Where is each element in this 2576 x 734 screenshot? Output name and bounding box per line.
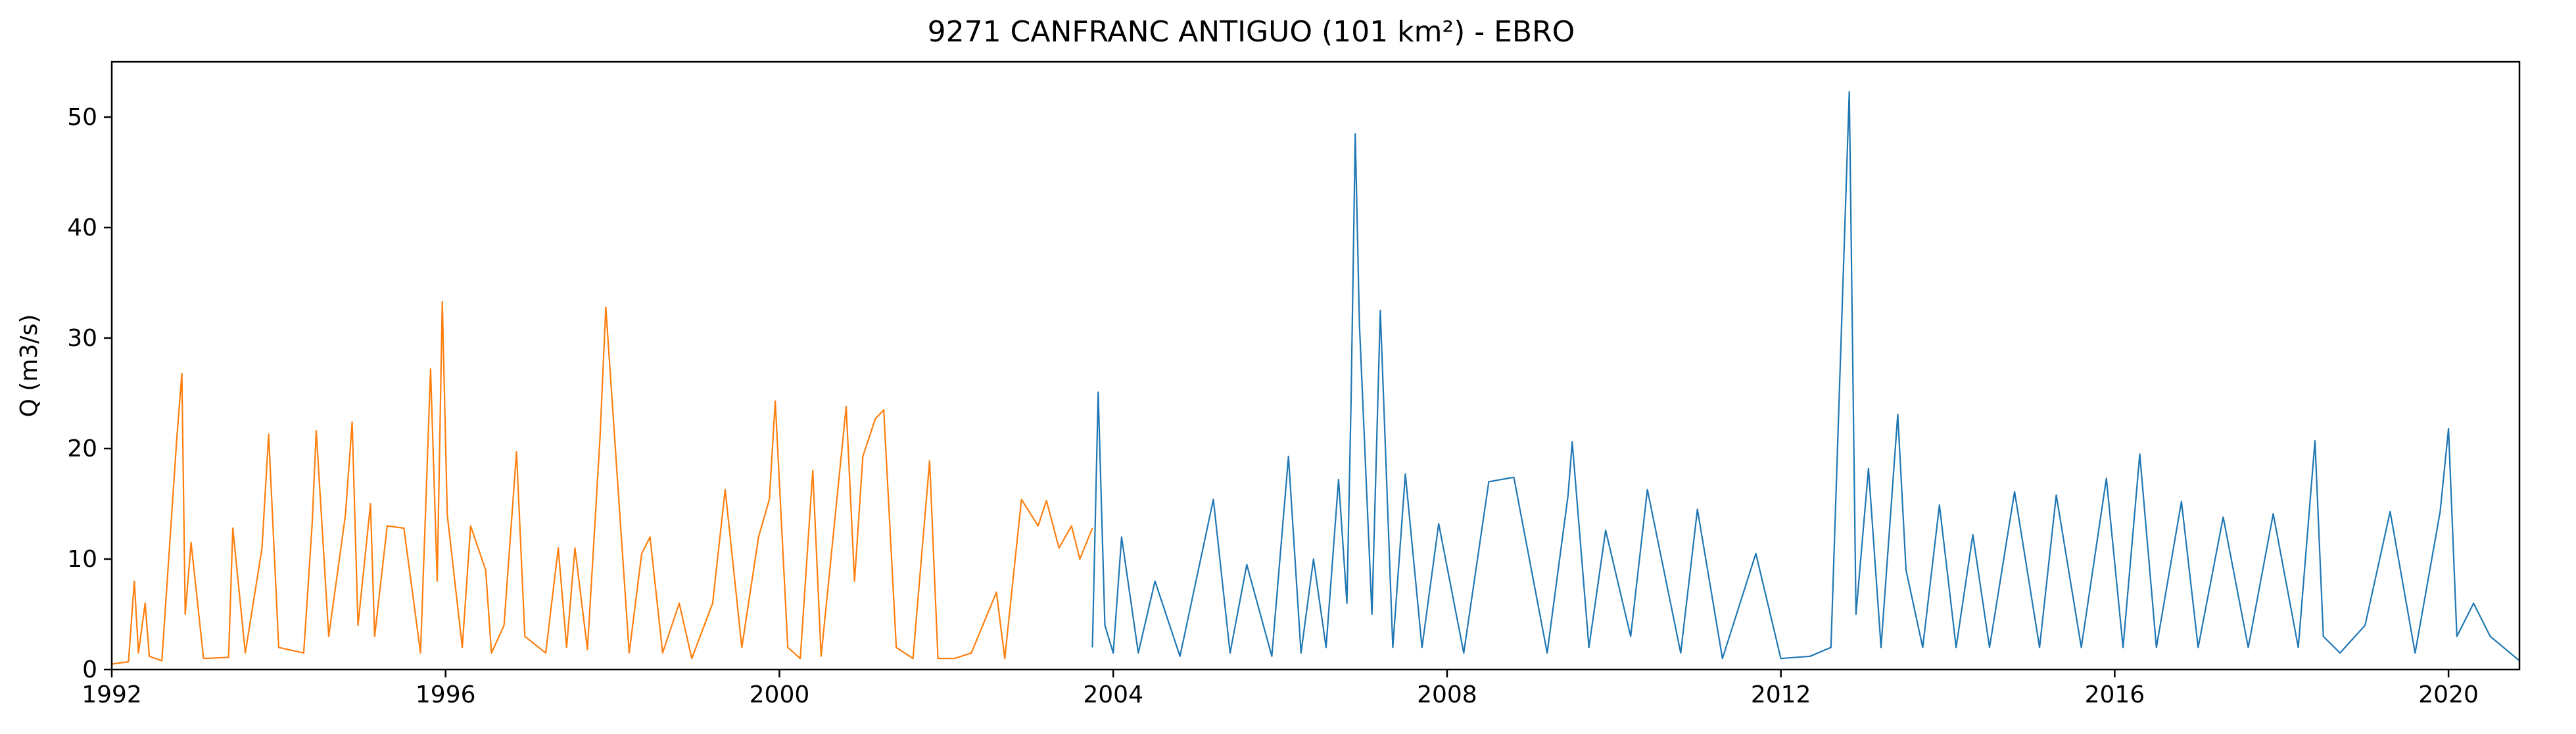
x-tick-label: 1992 <box>82 681 142 708</box>
x-tick-label: 1996 <box>416 681 476 708</box>
y-tick-label: 10 <box>67 546 97 573</box>
y-tick-label: 20 <box>67 435 97 462</box>
x-tick-label: 2004 <box>1083 681 1143 708</box>
y-tick-label: 0 <box>82 656 97 683</box>
y-tick-label: 40 <box>67 214 97 241</box>
y-tick-label: 30 <box>67 325 97 352</box>
chart-title: 9271 CANFRANC ANTIGUO (101 km²) - EBRO <box>928 15 1575 49</box>
series-line-1 <box>111 301 1093 665</box>
y-axis-label: Q (m3/s) <box>16 314 43 418</box>
ticks-layer: 1992 1996 2000 2004 2008 2012 2016 2020 0 10 20 30 4… <box>67 104 2479 708</box>
x-tick-label: 2000 <box>750 681 810 708</box>
x-tick-label: 2008 <box>1417 681 1477 708</box>
x-tick-label: 2012 <box>1751 681 1811 708</box>
plot-frame <box>110 61 2521 671</box>
x-tick-label: 2016 <box>2085 681 2145 708</box>
series-line-2 <box>1091 91 2520 662</box>
series-layer <box>111 91 2520 665</box>
x-tick-label: 2020 <box>2418 681 2479 708</box>
y-tick-label: 50 <box>67 104 97 131</box>
